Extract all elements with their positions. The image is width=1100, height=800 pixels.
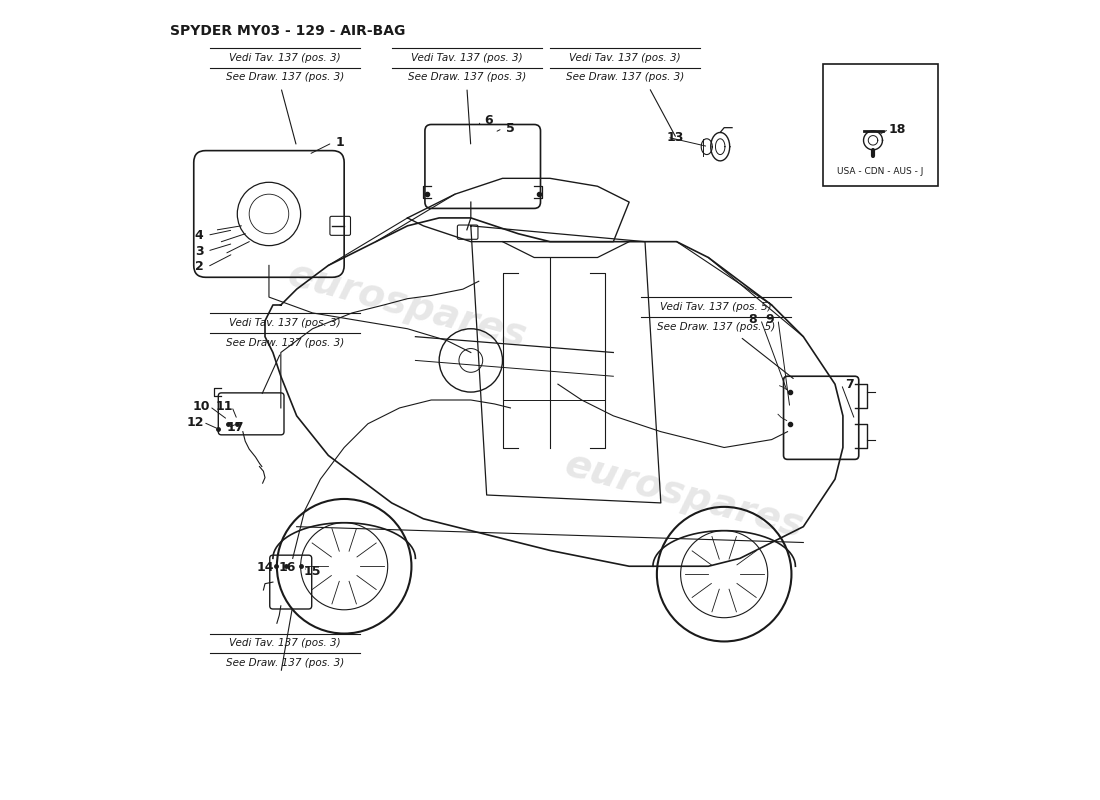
Text: USA - CDN - AUS - J: USA - CDN - AUS - J <box>837 167 924 177</box>
Text: SPYDER MY03 - 129 - AIR-BAG: SPYDER MY03 - 129 - AIR-BAG <box>170 24 406 38</box>
Text: Vedi Tav. 137 (pos. 3): Vedi Tav. 137 (pos. 3) <box>570 53 681 62</box>
Text: 7: 7 <box>845 378 854 390</box>
Text: See Draw. 137 (pos. 3): See Draw. 137 (pos. 3) <box>226 658 344 668</box>
Text: eurospares: eurospares <box>284 255 531 355</box>
Text: 11: 11 <box>216 400 232 413</box>
Text: 14: 14 <box>256 562 274 574</box>
Text: 6: 6 <box>484 114 493 127</box>
Text: 12: 12 <box>187 416 205 429</box>
Text: See Draw. 137 (pos. 3): See Draw. 137 (pos. 3) <box>226 338 344 348</box>
Text: 10: 10 <box>192 400 210 413</box>
Text: Vedi Tav. 137 (pos. 3): Vedi Tav. 137 (pos. 3) <box>229 53 341 62</box>
Text: Vedi Tav. 137 (pos. 5): Vedi Tav. 137 (pos. 5) <box>660 302 772 312</box>
Text: 5: 5 <box>506 122 515 135</box>
Text: 4: 4 <box>195 229 204 242</box>
Text: See Draw. 137 (pos. 3): See Draw. 137 (pos. 3) <box>408 72 526 82</box>
Text: See Draw. 137 (pos. 5): See Draw. 137 (pos. 5) <box>657 322 775 332</box>
Text: 17: 17 <box>227 422 244 434</box>
Text: 15: 15 <box>304 566 321 578</box>
Text: 2: 2 <box>195 261 204 274</box>
Text: 9: 9 <box>766 313 774 326</box>
Text: 1: 1 <box>336 136 344 150</box>
Text: 16: 16 <box>278 562 296 574</box>
Text: See Draw. 137 (pos. 3): See Draw. 137 (pos. 3) <box>566 72 684 82</box>
Text: 18: 18 <box>888 122 905 136</box>
Text: eurospares: eurospares <box>561 445 808 545</box>
Text: Vedi Tav. 137 (pos. 3): Vedi Tav. 137 (pos. 3) <box>411 53 522 62</box>
Text: 8: 8 <box>748 313 757 326</box>
Text: Vedi Tav. 137 (pos. 3): Vedi Tav. 137 (pos. 3) <box>229 318 341 328</box>
Text: Vedi Tav. 137 (pos. 3): Vedi Tav. 137 (pos. 3) <box>229 638 341 649</box>
Text: 13: 13 <box>667 130 684 144</box>
Text: See Draw. 137 (pos. 3): See Draw. 137 (pos. 3) <box>226 72 344 82</box>
Text: 3: 3 <box>195 245 204 258</box>
